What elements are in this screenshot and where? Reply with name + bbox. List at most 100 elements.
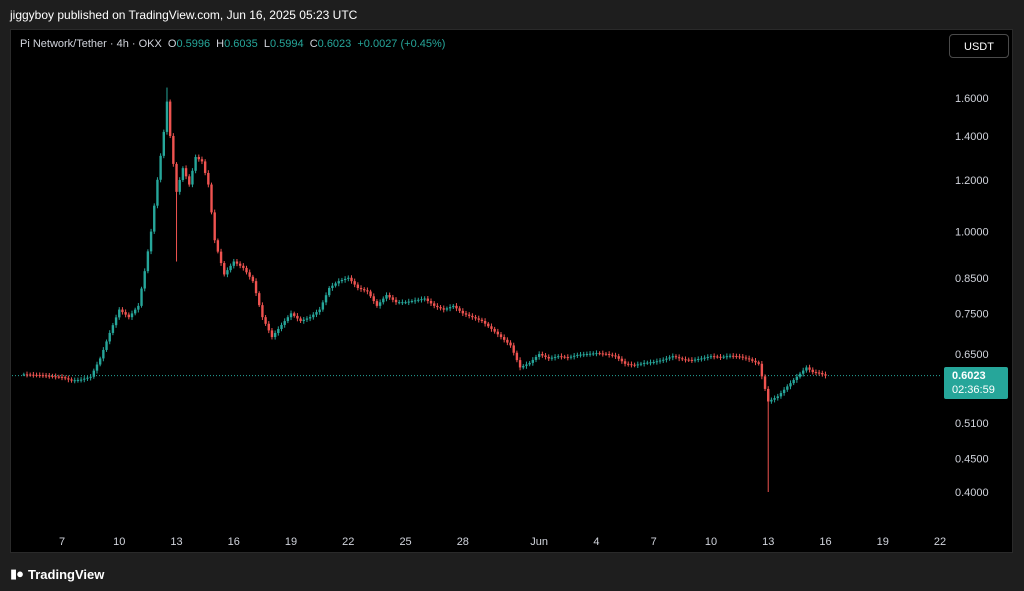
x-tick-label: 7 [651,536,657,548]
candle-body [662,359,665,361]
candle-body [105,341,108,350]
candle-body [652,361,655,363]
candle-body [324,295,328,303]
candle-body [76,379,80,381]
countdown-timer: 02:36:59 [952,384,995,396]
candle-body [130,313,134,318]
legend-close-value: 0.6023 [317,38,352,50]
candle-body [254,281,258,294]
candle-body [270,330,274,338]
candle-body [763,376,767,389]
candle-body [483,321,487,324]
candle-body [315,312,318,315]
candle-body [423,298,426,300]
candle-body [620,358,624,362]
candle-body [283,321,286,325]
candle-body [388,295,391,298]
candle-body [557,356,560,358]
candle-body [601,353,604,355]
candle-body [404,302,407,304]
candle-body [70,379,73,381]
candle-body [216,240,220,252]
candle-body [356,284,360,288]
candle-body [436,305,439,308]
x-tick-label: 13 [170,536,182,548]
candle-body [286,317,290,322]
tradingview-logo[interactable]: ▮● TradingView [10,566,104,582]
candle-body [391,297,395,300]
candle-body [108,332,111,342]
candle-body [184,168,188,177]
candle-body [353,281,356,285]
legend-change: +0.0027 (+0.45%) [357,38,446,50]
y-tick-label: 0.4000 [955,487,989,499]
candle-body [343,278,347,281]
candle-body [732,355,735,357]
candle-body [98,358,102,365]
candle-body [156,179,159,206]
candle-body [181,168,185,181]
y-tick-label: 1.0000 [955,227,989,239]
candle-body [563,356,566,358]
candle-body [690,359,694,361]
candle-body [572,355,576,357]
candle-body [604,353,608,355]
candle-body [741,356,744,358]
candle-body [760,363,764,377]
publisher-line: jiggyboy published on TradingView.com, J… [10,8,358,22]
candle-body [28,374,32,376]
candle-body [413,300,417,302]
candle-body [706,356,709,358]
currency-button[interactable]: USDT [949,34,1009,58]
candle-body [627,363,630,365]
candle-body [693,359,697,361]
legend-open-label: O [167,38,177,50]
tradingview-wordmark: TradingView [28,566,105,582]
candle-body [477,318,480,320]
candle-body [499,334,503,338]
candle-body [547,356,550,359]
candle-body [642,362,646,364]
candle-body [668,357,671,359]
y-tick-label: 1.4000 [955,131,989,143]
candle-body [490,326,493,329]
chart-pane[interactable] [10,29,1013,553]
candle-body [359,287,363,290]
candle-body [712,356,716,358]
candle-body [178,180,181,192]
candle-body [235,261,239,264]
candle-body [347,277,350,279]
candle-body [448,307,452,309]
candle-body [280,324,283,329]
candle-body [191,170,194,185]
candle-body [175,163,178,192]
candle-body [607,354,611,356]
candle-body [502,337,506,340]
legend-high-value: 0.6035 [224,38,258,50]
candle-body [716,356,719,358]
candle-body [203,161,207,173]
candle-body [709,356,713,358]
x-tick-label: 7 [59,536,65,548]
x-tick-label: 19 [877,536,889,548]
x-tick-label: 10 [705,536,717,548]
x-tick-label: 4 [593,536,599,548]
candle-body [213,212,216,241]
candle-body [515,352,519,361]
y-tick-label: 0.4500 [955,454,989,466]
candle-body [398,302,401,304]
candle-body [611,354,614,356]
candle-body [512,345,515,353]
candle-body [248,272,251,277]
candle-body [630,364,633,366]
candle-body [95,364,99,371]
candle-body [697,359,700,361]
candle-body [328,287,331,296]
candle-body [382,298,385,303]
candle-body [493,328,496,332]
legend-open-value: 0.5996 [176,38,211,50]
legend-symbol: Pi Network/Tether · 4h · OKX [20,38,162,50]
candle-body [534,356,538,360]
candle-body [337,281,340,284]
